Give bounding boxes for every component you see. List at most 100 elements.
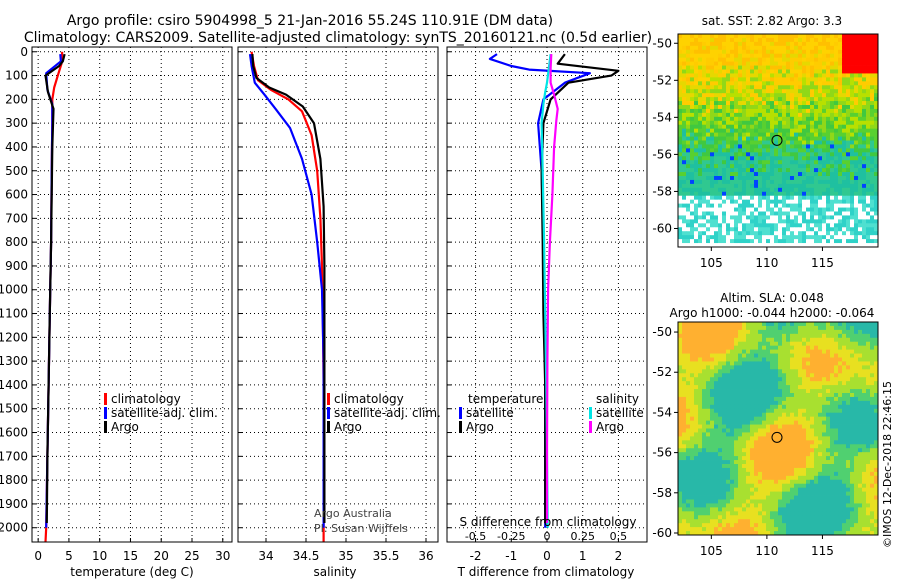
map-cell [786,333,791,339]
map-cell [698,37,703,43]
map-cell [766,432,771,437]
map-cell [766,345,771,351]
map-cell [838,144,843,149]
depth-tick-label: 1700 [0,449,28,463]
map-cell [726,124,731,130]
map-cell [750,467,755,473]
map-cell [698,479,703,485]
map-cell [678,353,683,358]
map-cell [730,424,735,429]
map-cell [706,404,711,410]
map-cell [726,389,731,394]
map-cell [830,345,835,351]
map-cell [854,357,859,362]
map-cell [846,393,851,398]
map-cell [774,112,779,118]
map-cell [706,89,711,94]
map-cell [722,187,727,193]
map-cell [710,77,715,82]
map-cell [802,112,807,118]
map-cell [874,77,878,82]
map-cell [694,164,699,169]
map-cell [870,219,875,224]
map-cell [806,69,811,74]
map-cell [726,448,731,453]
map-cell [706,176,711,181]
map-cell [734,223,739,228]
map-cell [690,73,695,78]
map-cell [754,132,759,137]
map-cell [802,353,807,358]
map-cell [802,124,807,130]
map-cell [826,420,831,425]
map-cell [766,207,771,212]
map-cell [810,215,815,220]
map-cell [706,65,711,70]
map-cell [750,57,755,63]
map-cell [750,412,755,418]
map-cell [814,389,819,394]
map-cell [774,108,779,114]
map-cell [830,416,835,422]
map-y-tick-label: -52 [652,73,672,87]
map-cell [774,456,779,461]
map-cell [722,215,727,220]
map-cell [818,400,823,406]
map-cell [846,377,851,382]
map-cell [758,105,763,110]
map-cell [694,116,699,122]
map-cell [702,231,707,236]
map-cell [722,101,727,106]
map-cell [698,475,703,481]
map-cell [830,227,835,232]
map-cell [762,124,767,130]
map-cell [798,353,803,358]
map-cell [818,152,823,157]
map-cell [730,101,735,106]
map-cell [718,144,723,149]
map-cell [698,49,703,55]
map-cell [834,475,839,481]
map-cell [678,381,683,386]
map-cell [774,61,779,66]
map-cell [754,37,759,43]
map-cell [866,132,871,137]
map-cell [698,381,703,386]
map-cell [734,235,739,240]
map-cell [778,349,783,354]
map-cell [826,156,831,161]
map-cell [738,73,743,78]
map-cell [870,132,875,137]
map-cell [678,412,683,418]
map-cell [850,89,855,94]
map-cell [850,239,855,244]
map-cell [786,215,791,220]
map-cell [830,381,835,386]
map-cell [850,349,855,354]
map-cell [842,345,847,351]
map-cell [778,333,783,339]
map-cell [850,168,855,173]
map-cell [706,191,711,197]
map-cell [718,108,723,114]
map-cell [798,393,803,398]
map-cell [682,168,687,173]
map-cell [722,156,727,161]
map-cell [726,140,731,145]
map-cell [734,428,739,433]
sla-map-image [678,322,878,535]
map-cell [818,81,823,86]
map-cell [842,73,847,78]
map-cell [694,176,699,181]
map-cell [766,140,771,145]
map-cell [850,160,855,165]
map-cell [810,37,815,43]
map-cell [786,168,791,173]
map-cell [858,365,863,370]
map-cell [786,444,791,449]
map-cell [706,412,711,418]
map-cell [710,369,715,374]
map-y-tick-label: -54 [652,110,672,124]
map-cell [762,156,767,161]
map-cell [814,195,819,201]
